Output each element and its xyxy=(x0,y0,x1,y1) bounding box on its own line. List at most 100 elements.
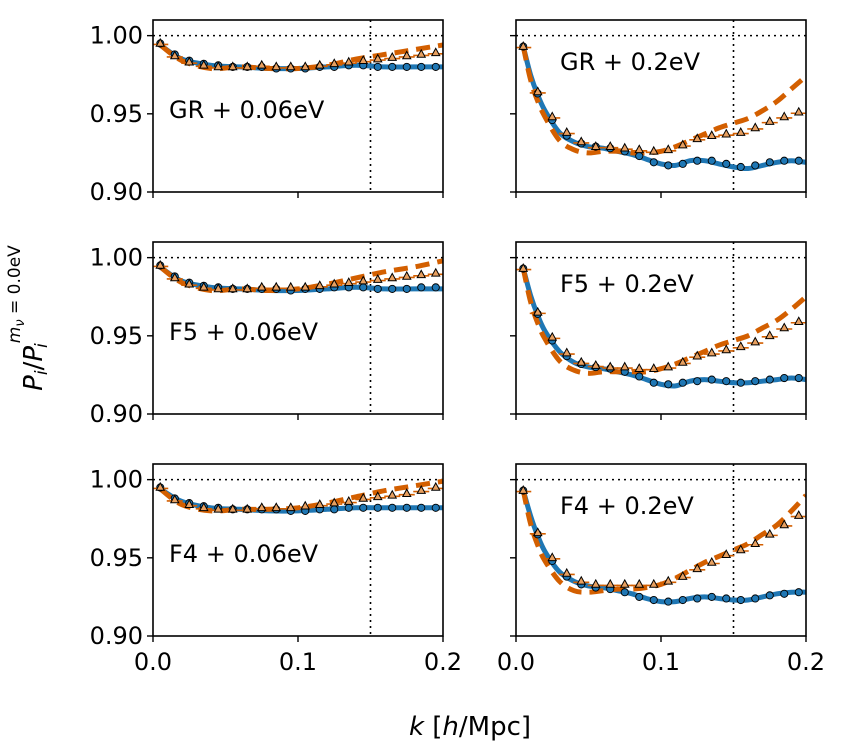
y-tick-label: 0.95 xyxy=(90,544,143,572)
marker-triangle xyxy=(706,556,717,566)
marker-triangle xyxy=(271,502,282,512)
marker-triangle xyxy=(285,281,296,291)
y-axis-title-slash: / xyxy=(19,361,49,370)
plot-area xyxy=(153,20,443,192)
marker-triangle xyxy=(721,344,732,354)
y-axis-title-sub2: i xyxy=(32,343,52,348)
marker-circle xyxy=(736,162,745,172)
marker-circle xyxy=(780,373,789,383)
marker-circle xyxy=(402,284,411,293)
marker-triangle xyxy=(372,491,383,501)
marker-circle xyxy=(693,594,702,603)
marker-triangle xyxy=(663,144,674,154)
marker-triangle xyxy=(677,356,688,366)
y-axis-title: Pi/Pimν = 0.0eV xyxy=(5,245,52,391)
marker-circle xyxy=(707,375,716,384)
x-axis-title-unit: /Mpc] xyxy=(459,712,531,742)
marker-triangle xyxy=(750,122,761,132)
y-tick-label: 1.00 xyxy=(90,22,143,50)
marker-triangle xyxy=(619,142,630,152)
y-axis-title-p2: P xyxy=(19,346,49,362)
marker-circle xyxy=(751,161,760,170)
marker-circle xyxy=(678,595,687,605)
marker-circle xyxy=(794,373,803,383)
marker-circle xyxy=(649,595,658,605)
marker-triangle xyxy=(271,61,282,71)
marker-triangle xyxy=(576,575,587,585)
marker-triangle xyxy=(547,331,558,341)
marker-triangle xyxy=(576,356,587,366)
marker-circle xyxy=(388,503,397,512)
marker-triangle xyxy=(416,485,427,494)
marker-circle xyxy=(635,592,644,601)
marker-triangle xyxy=(764,330,775,340)
marker-circle xyxy=(431,62,440,71)
marker-triangle xyxy=(329,497,340,507)
marker-circle xyxy=(635,372,644,381)
marker-triangle xyxy=(692,350,703,360)
panel-label: F5 + 0.2eV xyxy=(560,270,694,298)
marker-triangle xyxy=(677,139,688,149)
marker-triangle xyxy=(242,283,253,293)
marker-circle xyxy=(664,161,673,170)
marker-triangle xyxy=(401,270,412,280)
y-axis-title-sup-nu: ν xyxy=(13,319,28,326)
marker-triangle xyxy=(271,281,282,291)
marker-triangle xyxy=(706,130,717,140)
panel-1-0: 0.90 0.95 1.00 F5 + 0.06eV xyxy=(90,241,444,428)
marker-circle xyxy=(664,597,673,606)
marker-circle xyxy=(664,380,673,389)
marker-triangle xyxy=(314,280,325,290)
marker-triangle xyxy=(750,538,761,548)
marker-triangle xyxy=(256,502,267,512)
panel-label: F4 + 0.2eV xyxy=(560,492,694,520)
panel-0-1: GR + 0.2eV xyxy=(510,19,807,198)
marker-triangle xyxy=(692,563,703,573)
marker-triangle xyxy=(779,111,790,121)
marker-triangle xyxy=(343,495,354,505)
marker-triangle xyxy=(793,106,804,116)
marker-triangle xyxy=(329,278,340,288)
marker-triangle xyxy=(184,499,195,508)
marker-triangle xyxy=(358,492,369,502)
marker-triangle xyxy=(648,145,659,155)
marker-triangle xyxy=(532,527,543,537)
marker-triangle xyxy=(518,263,529,272)
panel-2-1: 0.0 0.1 0.2 F4 + 0.2eV xyxy=(497,463,825,676)
marker-circle xyxy=(693,156,702,165)
marker-circle xyxy=(417,503,426,512)
marker-circle xyxy=(373,284,382,293)
marker-triangle xyxy=(793,510,804,519)
y-axis-title-sub1: i xyxy=(32,370,52,375)
marker-triangle xyxy=(387,51,398,61)
marker-circle xyxy=(765,158,774,167)
marker-circle xyxy=(649,158,658,167)
marker-circle xyxy=(707,592,716,601)
marker-circle xyxy=(678,378,687,387)
x-axis-title-h: h xyxy=(442,712,458,742)
marker-triangle xyxy=(561,567,572,577)
marker-triangle xyxy=(648,578,659,588)
x-axis-title-k: k xyxy=(409,712,425,742)
marker-triangle xyxy=(372,273,383,283)
marker-circle xyxy=(431,503,440,512)
marker-triangle xyxy=(764,116,775,125)
marker-triangle xyxy=(619,578,630,588)
marker-circle xyxy=(402,503,411,512)
plot-area xyxy=(516,464,806,636)
marker-triangle xyxy=(358,275,369,285)
panel-label: F4 + 0.06eV xyxy=(169,540,319,568)
panel-2-0: 0.90 0.95 1.00 0.0 0.1 0.2 F4 + 0.06eV xyxy=(90,463,462,676)
marker-triangle xyxy=(634,578,645,588)
y-tick-label: 1.00 xyxy=(90,466,143,494)
marker-triangle xyxy=(401,50,412,60)
marker-triangle xyxy=(619,361,630,371)
plot-area xyxy=(153,242,443,414)
marker-triangle xyxy=(169,494,180,504)
marker-triangle xyxy=(605,361,616,371)
marker-circle xyxy=(722,594,731,603)
marker-triangle xyxy=(721,549,732,558)
marker-triangle xyxy=(590,359,601,369)
marker-circle xyxy=(431,283,440,292)
marker-triangle xyxy=(314,59,325,69)
